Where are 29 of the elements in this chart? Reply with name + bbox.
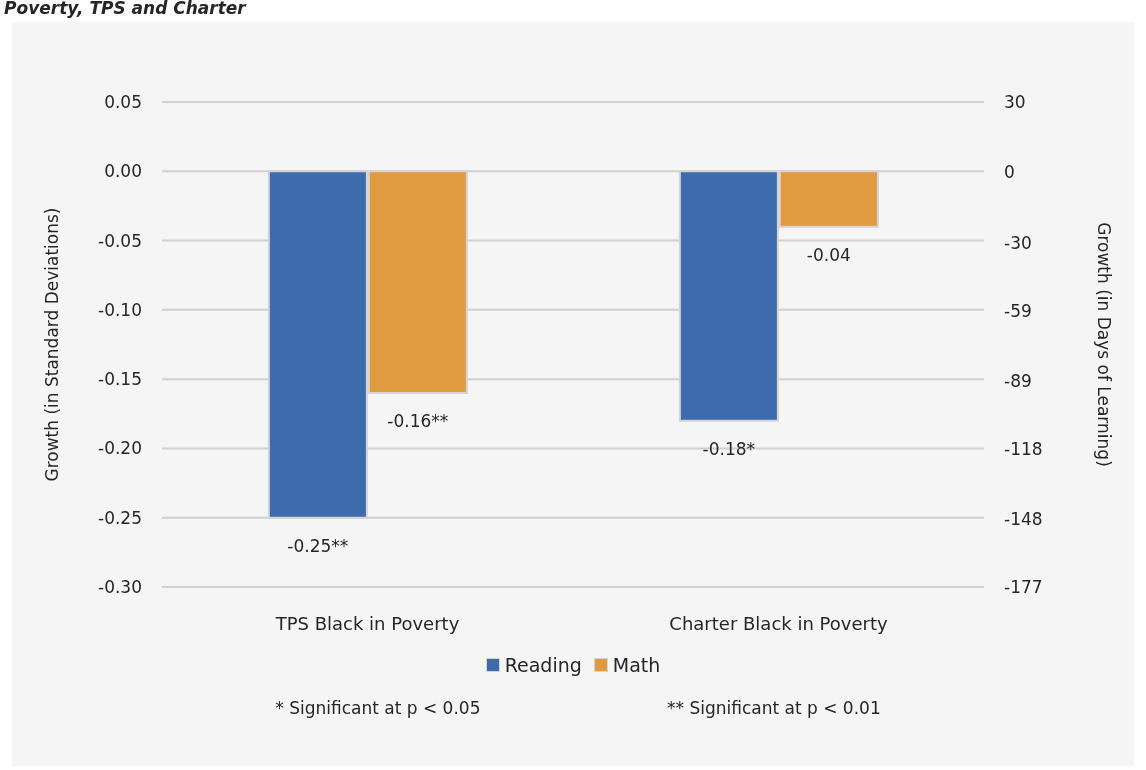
y2-tick-label: -118 [1004,438,1043,459]
y2-tick-label: 30 [1004,92,1026,113]
y2-tick-label: -30 [1004,232,1032,253]
text: ** Significant at p < 0.01 [667,698,881,718]
data-label: -0.18* [702,438,756,459]
legend-label: Reading [504,654,582,676]
y2-tick-label: 0 [1004,162,1015,183]
chart-title: Poverty, TPS and Charter [4,0,246,18]
y-axis-title: Growth (in Standard Deviations) [42,207,63,482]
x-tick-label: Charter Black in Poverty [669,612,888,634]
y-tick-label: 0.05 [104,92,142,113]
legend-label: Math [612,654,661,676]
y2-axis-title: Growth (in Days of Learning) [1093,222,1114,467]
y2-tick-label: -148 [1004,509,1043,530]
y-tick-label: -0.05 [98,230,142,251]
data-label: -0.25** [287,535,349,556]
y2-tick-label: -177 [1004,577,1043,598]
y-tick-label: -0.20 [98,438,142,459]
y-tick-label: 0.00 [104,161,142,182]
y2-tick-label: -89 [1004,370,1032,391]
text: * Significant at p < 0.05 [275,698,481,718]
data-label: -0.16** [387,411,449,431]
y-tick-label: -0.30 [98,577,142,598]
y2-tick-label: -59 [1004,300,1032,321]
y-tick-label: -0.25 [98,507,142,528]
data-label: -0.04 [806,244,851,265]
x-tick-label: TPS Black in Poverty [274,612,460,634]
y-tick-label: -0.15 [98,369,142,390]
y-tick-label: -0.10 [98,299,142,320]
